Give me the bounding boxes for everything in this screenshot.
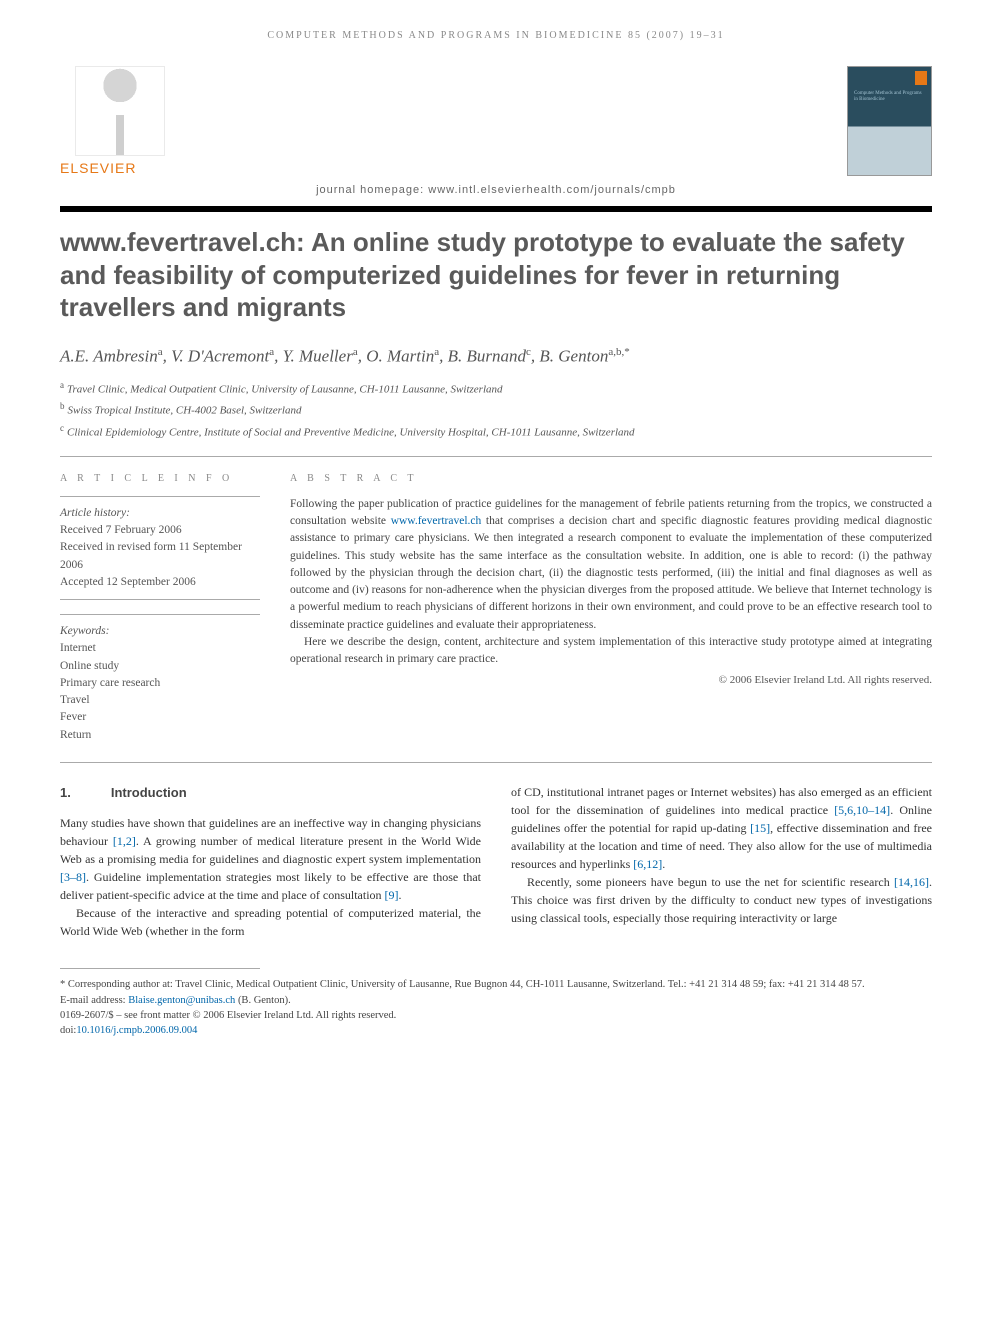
abstract-link[interactable]: www.fevertravel.ch	[391, 515, 482, 527]
doi-link[interactable]: 10.1016/j.cmpb.2006.09.004	[76, 1025, 197, 1036]
body-paragraph: Recently, some pioneers have begun to us…	[511, 873, 932, 927]
keyword: Primary care research	[60, 675, 260, 692]
publisher-name: ELSEVIER	[60, 160, 180, 176]
citation[interactable]: [15]	[750, 821, 770, 835]
citation[interactable]: [14,16]	[894, 875, 929, 889]
front-matter-note: 0169-2607/$ – see front matter © 2006 El…	[60, 1008, 932, 1023]
section-number: 1.	[60, 785, 71, 800]
affiliation-b: bSwiss Tropical Institute, CH-4002 Basel…	[60, 399, 932, 420]
body-column-right: of CD, institutional intranet pages or I…	[511, 783, 932, 941]
history-received: Received 7 February 2006	[60, 522, 260, 539]
citation[interactable]: [6,12]	[633, 857, 662, 871]
keyword: Travel	[60, 692, 260, 709]
journal-homepage-link[interactable]: journal homepage: www.intl.elsevierhealt…	[60, 184, 932, 196]
header-row: ELSEVIER Computer Methods and Programs i…	[60, 66, 932, 176]
history-revised: Received in revised form 11 September 20…	[60, 539, 260, 574]
keywords-label: Keywords:	[60, 623, 260, 640]
abstract-text: Following the paper publication of pract…	[290, 496, 932, 669]
body-paragraph: Because of the interactive and spreading…	[60, 904, 481, 940]
affiliation-c: cClinical Epidemiology Centre, Institute…	[60, 421, 932, 442]
history-label: Article history:	[60, 505, 260, 522]
email-note: E-mail address: Blaise.genton@unibas.ch …	[60, 993, 932, 1008]
citation[interactable]: [9]	[385, 888, 399, 902]
journal-cover-title: Computer Methods and Programs in Biomedi…	[854, 91, 925, 103]
divider	[60, 456, 932, 457]
citation[interactable]: [5,6,10–14]	[834, 803, 890, 817]
divider	[60, 762, 932, 763]
title-bar	[60, 206, 932, 212]
doi-note: doi:10.1016/j.cmpb.2006.09.004	[60, 1023, 932, 1038]
body-paragraph: of CD, institutional intranet pages or I…	[511, 783, 932, 873]
running-head: COMPUTER METHODS AND PROGRAMS IN BIOMEDI…	[60, 30, 932, 41]
body-paragraph: Many studies have shown that guidelines …	[60, 814, 481, 904]
affiliation-a: aTravel Clinic, Medical Outpatient Clini…	[60, 378, 932, 399]
article-history-box: Article history: Received 7 February 200…	[60, 496, 260, 600]
journal-cover-thumbnail: Computer Methods and Programs in Biomedi…	[847, 66, 932, 176]
article-title: www.fevertravel.ch: An online study prot…	[60, 226, 932, 324]
affiliations: aTravel Clinic, Medical Outpatient Clini…	[60, 378, 932, 442]
section-title: Introduction	[111, 785, 187, 800]
abstract-p2: Here we describe the design, content, ar…	[290, 634, 932, 669]
citation[interactable]: [3–8]	[60, 870, 86, 884]
history-accepted: Accepted 12 September 2006	[60, 574, 260, 591]
corresponding-author-note: * Corresponding author at: Travel Clinic…	[60, 977, 932, 992]
keywords-box: Keywords: Internet Online study Primary …	[60, 614, 260, 744]
abstract-p1: Following the paper publication of pract…	[290, 496, 932, 634]
elsevier-tree-icon	[75, 66, 165, 156]
email-link[interactable]: Blaise.genton@unibas.ch	[128, 995, 235, 1006]
article-info-label: A R T I C L E I N F O	[60, 473, 260, 484]
citation[interactable]: [1,2]	[113, 834, 136, 848]
keyword: Return	[60, 727, 260, 744]
footnote-separator	[60, 968, 260, 969]
keyword: Fever	[60, 709, 260, 726]
abstract-copyright: © 2006 Elsevier Ireland Ltd. All rights …	[290, 674, 932, 686]
abstract-column: A B S T R A C T Following the paper publ…	[290, 473, 932, 744]
keyword: Online study	[60, 658, 260, 675]
keyword: Internet	[60, 640, 260, 657]
publisher-logo: ELSEVIER	[60, 66, 180, 176]
abstract-label: A B S T R A C T	[290, 473, 932, 484]
article-info-column: A R T I C L E I N F O Article history: R…	[60, 473, 260, 744]
body-column-left: 1. Introduction Many studies have shown t…	[60, 783, 481, 941]
section-heading: 1. Introduction	[60, 783, 481, 803]
author-list: A.E. Ambresina, V. D'Acremonta, Y. Muell…	[60, 346, 932, 367]
body-two-column: 1. Introduction Many studies have shown t…	[60, 783, 932, 941]
footnotes: * Corresponding author at: Travel Clinic…	[60, 977, 932, 1038]
